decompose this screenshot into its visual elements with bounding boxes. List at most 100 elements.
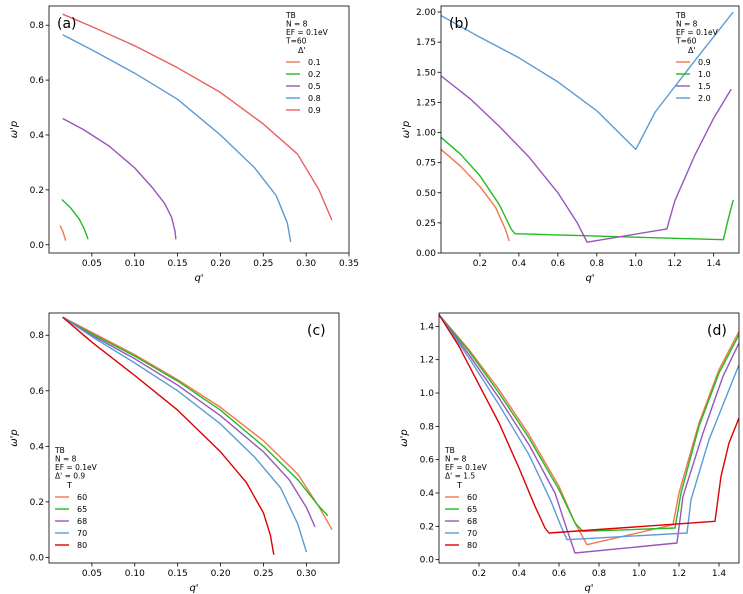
y-tick-label: 0.4	[30, 442, 45, 452]
series-group	[439, 314, 739, 554]
y-tick-label: 0.25	[416, 219, 436, 229]
legend-title: T	[66, 481, 72, 490]
legend-label: 80	[77, 541, 87, 550]
x-tick-label: 0.30	[296, 259, 316, 269]
info-line: T=60	[285, 37, 307, 46]
series-line-60	[62, 316, 333, 531]
x-tick-label: 0.25	[253, 569, 273, 579]
plot-frame	[48, 5, 350, 254]
series-line-0.8	[62, 34, 292, 243]
legend-title: T	[456, 481, 462, 490]
legend-title: Δ'	[688, 46, 696, 55]
x-tick-label: 0.4	[512, 569, 527, 579]
legend-label: 65	[77, 505, 87, 514]
legend-label: 0.9	[308, 106, 321, 115]
y-tick-label: 0.4	[30, 131, 45, 141]
series-line-70	[439, 314, 739, 541]
x-tick-label: 0.4	[512, 259, 527, 269]
x-tick-label: 1.2	[668, 259, 682, 269]
series-line-65	[439, 314, 739, 532]
y-axis-label: ω'p	[9, 429, 20, 446]
legend-title: Δ'	[298, 46, 306, 55]
panel-label: (c)	[307, 323, 326, 339]
series-line-0.2	[61, 198, 89, 240]
series-line-2.0	[441, 11, 734, 151]
series-line-68	[439, 314, 739, 554]
legend-label: 0.8	[308, 94, 321, 103]
legend-label: 60	[77, 493, 87, 502]
x-tick-label: 0.8	[590, 259, 605, 269]
series-line-0.9	[441, 148, 510, 242]
y-tick-label: 0.00	[416, 249, 436, 259]
legend-label: 0.2	[308, 70, 321, 79]
y-tick-label: 0.8	[420, 422, 435, 432]
y-tick-label: 0.2	[420, 522, 434, 532]
info-line: EF = 0.1eV	[286, 28, 329, 37]
x-tick-label: 1.2	[672, 569, 686, 579]
panel-label: (d)	[707, 323, 727, 339]
x-tick-label: 0.10	[125, 259, 145, 269]
x-tick-label: 0.35	[339, 259, 359, 269]
legend-label: 1.0	[698, 70, 711, 79]
x-tick-label: 1.4	[707, 259, 722, 269]
chart-panel-3: 0.05 0.10 0.15 0.20 0.25 0.30 0.0 0.2 0.4 0.6 0.8 q…	[9, 312, 340, 594]
info-line: Δ' = 1.5	[445, 472, 475, 481]
info-line: EF = 0.1eV	[55, 463, 98, 472]
info-line: TB	[444, 446, 455, 455]
series-line-60	[439, 314, 739, 546]
info-line: EF = 0.1eV	[676, 28, 719, 37]
series-line-65	[62, 316, 329, 517]
info-line: TB	[285, 11, 296, 20]
x-axis-label: q'	[584, 583, 593, 594]
x-tick-label: 0.05	[82, 259, 102, 269]
x-tick-label: 0.30	[296, 569, 316, 579]
y-tick-label: 1.00	[416, 129, 436, 139]
series-line-0.5	[62, 117, 177, 240]
x-tick-label: 0.2	[473, 259, 487, 269]
x-axis-label: q'	[585, 273, 594, 284]
legend-label: 0.9	[698, 58, 711, 67]
x-axis-label: q'	[194, 273, 203, 284]
x-tick-label: 0.25	[253, 259, 273, 269]
chart-panel-4: 0.2 0.4 0.6 0.8 1.0 1.2 1.4 0.0 0.2 0.4 0.6 0.8 1.0 1…	[399, 312, 740, 594]
series-line-0.9	[62, 13, 333, 221]
x-tick-label: 0.20	[211, 569, 231, 579]
chart-panel-1: 0.05 0.10 0.15 0.20 0.25 0.30 0.35 0.0 0.2 0.4 0.6…	[9, 5, 359, 284]
y-tick-label: 0.0	[30, 553, 45, 563]
y-tick-label: 1.75	[416, 38, 436, 48]
series-line-80	[62, 316, 275, 555]
plot-frame	[440, 5, 740, 254]
x-tick-label: 0.6	[551, 259, 566, 269]
y-tick-label: 1.4	[420, 322, 435, 332]
x-tick-label: 1.0	[632, 569, 647, 579]
legend-label: 2.0	[698, 94, 711, 103]
series-line-1.0	[441, 136, 734, 241]
info-line: N = 8	[55, 455, 77, 464]
legend-label: 70	[77, 529, 87, 538]
y-tick-label: 0.0	[30, 241, 45, 251]
series-line-1.5	[441, 75, 732, 243]
y-tick-label: 0.6	[30, 76, 45, 86]
legend-label: 0.1	[308, 58, 321, 67]
series-line-0.1	[59, 225, 67, 241]
y-tick-label: 1.2	[420, 356, 434, 366]
x-tick-label: 0.15	[168, 259, 188, 269]
y-tick-label: 1.25	[416, 98, 436, 108]
legend-label: 68	[467, 517, 477, 526]
legend-label: 70	[467, 529, 477, 538]
series-group	[62, 316, 333, 555]
info-line: N = 8	[445, 455, 467, 464]
info-line: N = 8	[286, 20, 308, 29]
legend-label: 65	[467, 505, 477, 514]
y-axis-label: ω'p	[9, 121, 20, 138]
x-tick-label: 0.10	[125, 569, 145, 579]
y-tick-label: 0.4	[420, 489, 435, 499]
legend-label: 0.5	[308, 82, 321, 91]
x-tick-label: 0.05	[82, 569, 102, 579]
series-group	[59, 13, 333, 243]
x-tick-label: 0.6	[552, 569, 567, 579]
plot-frame	[48, 312, 340, 564]
x-axis-label: q'	[189, 583, 198, 594]
info-line: T=60	[675, 37, 697, 46]
